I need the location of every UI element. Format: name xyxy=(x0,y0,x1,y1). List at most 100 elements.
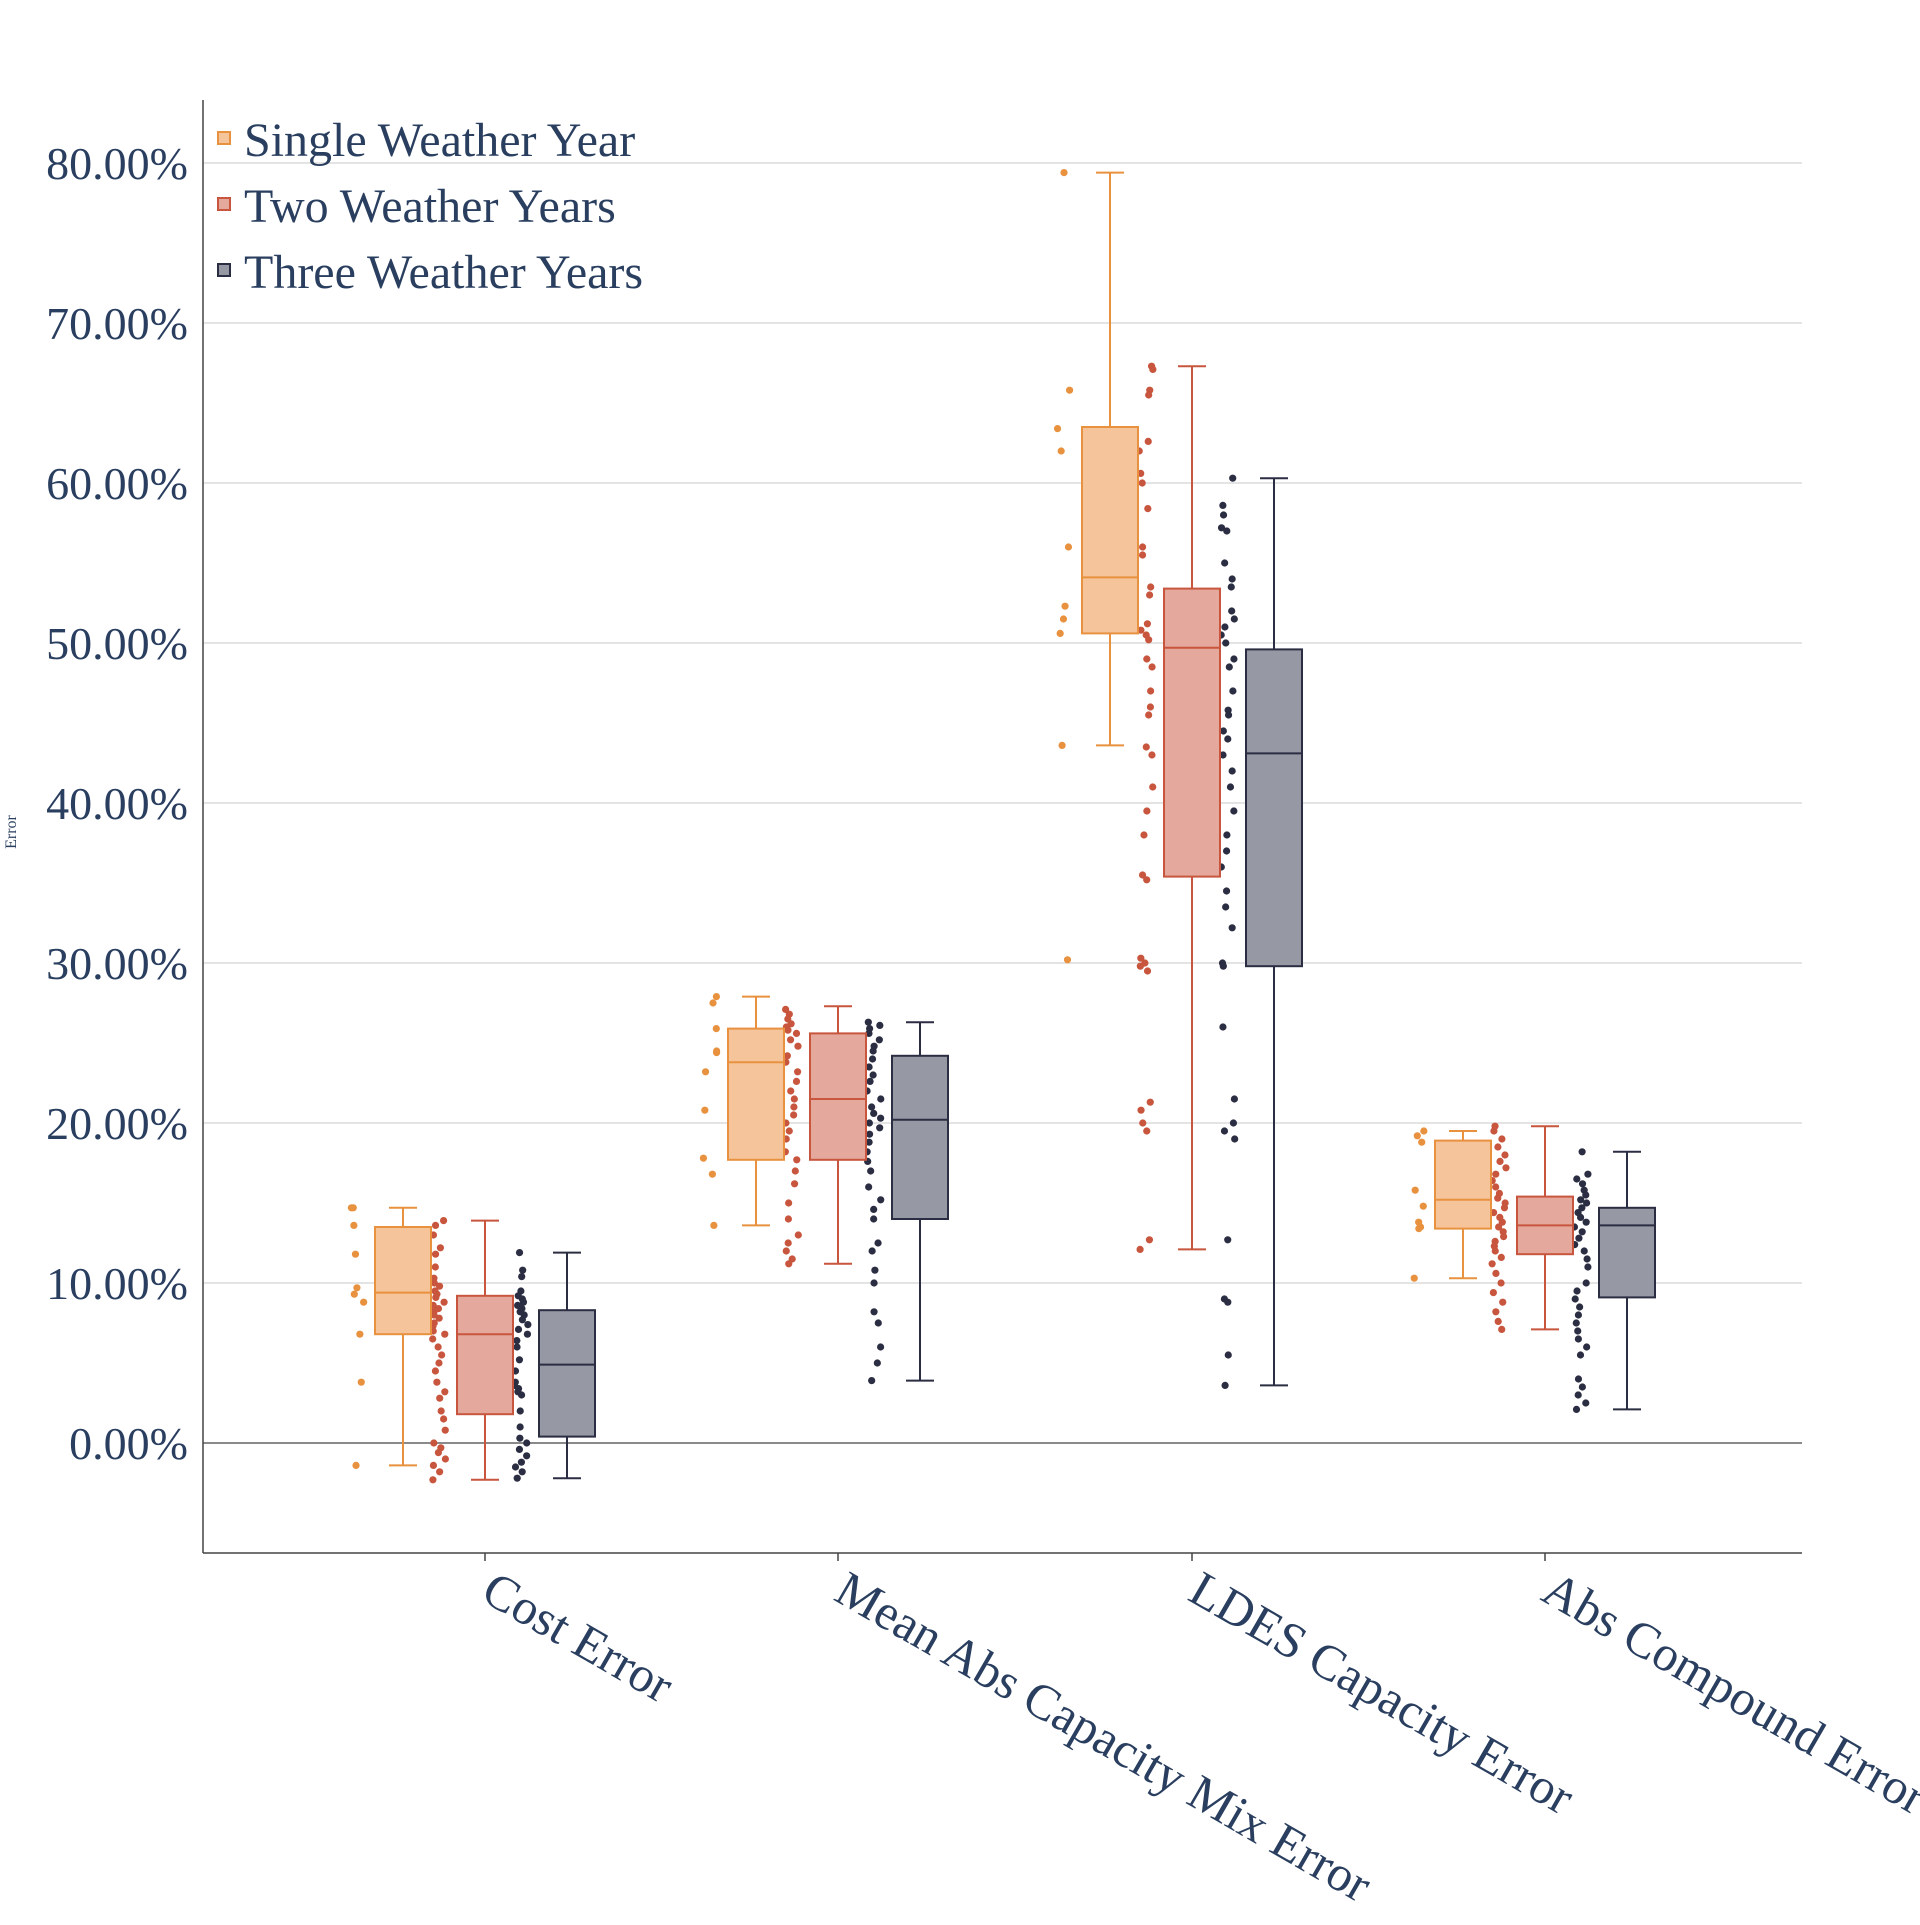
data-point xyxy=(1145,636,1152,643)
axes xyxy=(203,100,1802,1561)
data-point xyxy=(795,1231,802,1238)
data-point xyxy=(438,1351,445,1358)
data-point xyxy=(1223,847,1230,854)
data-point xyxy=(877,1095,884,1102)
data-point xyxy=(1146,591,1153,598)
data-point xyxy=(792,1167,799,1174)
data-point xyxy=(1572,1295,1579,1302)
data-point xyxy=(1220,963,1227,970)
data-point xyxy=(1227,783,1234,790)
data-point xyxy=(1223,527,1230,534)
data-point xyxy=(1137,963,1144,970)
data-point xyxy=(1579,1228,1586,1235)
data-point xyxy=(1064,956,1071,963)
data-point xyxy=(1579,1383,1586,1390)
data-point xyxy=(1140,831,1147,838)
data-point xyxy=(784,1027,791,1034)
data-point xyxy=(868,1377,875,1384)
data-point xyxy=(432,1263,439,1270)
y-tick-label: 60.00% xyxy=(46,458,188,509)
data-point xyxy=(1498,1135,1505,1142)
data-point xyxy=(1139,479,1146,486)
data-point xyxy=(432,1251,439,1258)
y-tick-label: 80.00% xyxy=(46,138,188,189)
data-point xyxy=(350,1222,357,1229)
data-point xyxy=(430,1462,437,1469)
y-tick-label: 10.00% xyxy=(46,1258,188,1309)
data-point xyxy=(1229,575,1236,582)
data-point xyxy=(1145,438,1152,445)
data-point xyxy=(524,1321,531,1328)
box xyxy=(1164,589,1220,877)
data-point xyxy=(1224,1299,1231,1306)
data-point xyxy=(1146,1236,1153,1243)
data-point xyxy=(1500,1233,1507,1240)
data-point xyxy=(1490,1289,1497,1296)
data-point xyxy=(791,1095,798,1102)
data-point xyxy=(435,1449,442,1456)
data-point xyxy=(867,1167,874,1174)
data-point xyxy=(429,1476,436,1483)
data-point xyxy=(353,1284,360,1291)
data-point xyxy=(1143,876,1150,883)
legend-label: Single Weather Year xyxy=(244,114,635,167)
data-point xyxy=(785,1260,792,1267)
legend-swatch xyxy=(218,198,230,210)
data-point xyxy=(1412,1187,1419,1194)
data-point xyxy=(1574,1327,1581,1334)
data-point xyxy=(1498,1326,1505,1333)
data-point xyxy=(1414,1132,1421,1139)
data-point xyxy=(865,1019,872,1026)
data-point xyxy=(1573,1287,1580,1294)
data-point xyxy=(1149,366,1156,373)
data-point xyxy=(519,1267,526,1274)
data-point xyxy=(866,1131,873,1138)
data-point xyxy=(1573,1319,1580,1326)
data-point xyxy=(1583,1343,1590,1350)
box xyxy=(810,1033,866,1159)
data-point xyxy=(517,1407,524,1414)
data-point xyxy=(513,1337,520,1344)
data-point xyxy=(1502,1164,1509,1171)
data-point xyxy=(785,1215,792,1222)
data-point xyxy=(713,1049,720,1056)
y-tick-label: 20.00% xyxy=(46,1098,188,1149)
data-point xyxy=(1495,1318,1502,1325)
data-point xyxy=(1501,1204,1508,1211)
data-point xyxy=(869,1247,876,1254)
data-point xyxy=(523,1452,530,1459)
data-point xyxy=(1230,1119,1237,1126)
data-point xyxy=(1145,711,1152,718)
data-point xyxy=(1226,663,1233,670)
box xyxy=(892,1056,948,1219)
data-point xyxy=(517,1423,524,1430)
data-point xyxy=(1489,1260,1496,1267)
data-point xyxy=(1222,639,1229,646)
data-point xyxy=(1583,1255,1590,1262)
data-point xyxy=(440,1217,447,1224)
y-tick-labels: 0.00%10.00%20.00%30.00%40.00%50.00%60.00… xyxy=(46,138,188,1469)
data-point xyxy=(441,1388,448,1395)
data-point xyxy=(1498,1254,1505,1261)
data-point xyxy=(1577,1214,1584,1221)
data-point xyxy=(356,1331,363,1338)
data-point xyxy=(1573,1175,1580,1182)
data-point xyxy=(1147,703,1154,710)
data-point xyxy=(1222,903,1229,910)
data-point xyxy=(512,1463,519,1470)
data-point xyxy=(1228,607,1235,614)
data-point xyxy=(348,1204,355,1211)
data-point xyxy=(1499,1299,1506,1306)
data-point xyxy=(1492,1308,1499,1315)
data-point xyxy=(1492,1183,1499,1190)
data-point xyxy=(790,1103,797,1110)
data-point xyxy=(1057,630,1064,637)
y-tick-label: 40.00% xyxy=(46,778,188,829)
data-point xyxy=(865,1183,872,1190)
data-point xyxy=(869,1055,876,1062)
data-point xyxy=(1492,1270,1499,1277)
box xyxy=(457,1296,513,1414)
data-point xyxy=(516,1435,523,1442)
